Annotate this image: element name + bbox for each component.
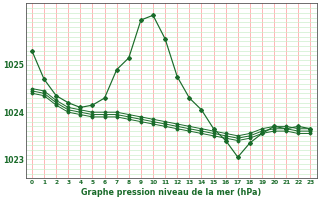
X-axis label: Graphe pression niveau de la mer (hPa): Graphe pression niveau de la mer (hPa): [81, 188, 261, 197]
